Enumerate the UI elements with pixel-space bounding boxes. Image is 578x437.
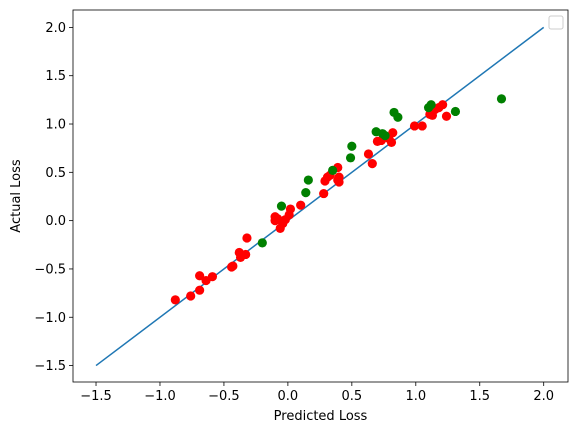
green-data-point	[496, 94, 507, 104]
x-tick-label: 0.0	[278, 389, 299, 404]
red-data-point	[195, 271, 205, 281]
green-data-point	[303, 175, 313, 185]
green-data-point	[380, 131, 390, 141]
x-tick-label: 2.0	[533, 389, 554, 404]
x-tick-label: 0.5	[341, 389, 362, 404]
red-data-point	[441, 111, 452, 121]
red-data-point	[207, 272, 218, 282]
plot-frame	[72, 9, 569, 383]
red-data-point	[186, 291, 196, 301]
red-data-point	[319, 188, 329, 199]
x-tick-label: 1.0	[405, 389, 426, 404]
x-tick-label: 1.5	[469, 389, 490, 404]
red-data-point	[367, 159, 377, 169]
y-tick-label: −0.5	[34, 262, 66, 277]
red-data-point	[242, 233, 252, 243]
green-data-point	[347, 141, 357, 151]
red-data-point	[170, 295, 180, 305]
y-tick-label: 0.5	[45, 166, 66, 181]
x-tick-label: −1.5	[80, 389, 112, 404]
red-data-point	[409, 121, 420, 131]
red-data-point	[417, 121, 427, 131]
reference-line	[95, 26, 545, 367]
red-data-point	[334, 177, 344, 187]
red-data-point	[296, 200, 306, 210]
green-data-point	[276, 201, 287, 211]
red-data-point	[438, 100, 448, 110]
y-tick-label: 2.0	[45, 21, 66, 36]
red-data-point	[228, 261, 238, 271]
green-data-point	[257, 238, 267, 248]
green-data-point	[450, 106, 461, 117]
green-data-point	[328, 165, 338, 175]
y-tick-label: 1.5	[45, 69, 66, 84]
y-axis-label: Actual Loss	[9, 159, 24, 233]
red-data-point	[285, 204, 296, 214]
red-data-point	[241, 249, 251, 260]
legend-box	[548, 15, 564, 30]
x-tick-label: −0.5	[208, 389, 240, 404]
y-tick-label: 1.0	[45, 118, 66, 133]
x-axis-label: Predicted Loss	[274, 409, 368, 424]
y-tick-label: −1.5	[34, 359, 66, 374]
green-data-point	[301, 188, 311, 198]
x-tick-label: −1.0	[144, 389, 176, 404]
green-data-point	[426, 100, 436, 110]
green-data-point	[345, 153, 356, 163]
red-data-point	[363, 149, 374, 159]
green-data-point	[393, 112, 403, 122]
red-data-point	[386, 137, 397, 147]
y-tick-label: −1.0	[34, 311, 66, 326]
red-data-point	[388, 128, 398, 138]
red-data-point	[195, 285, 205, 295]
y-tick-label: 0.0	[45, 214, 66, 229]
